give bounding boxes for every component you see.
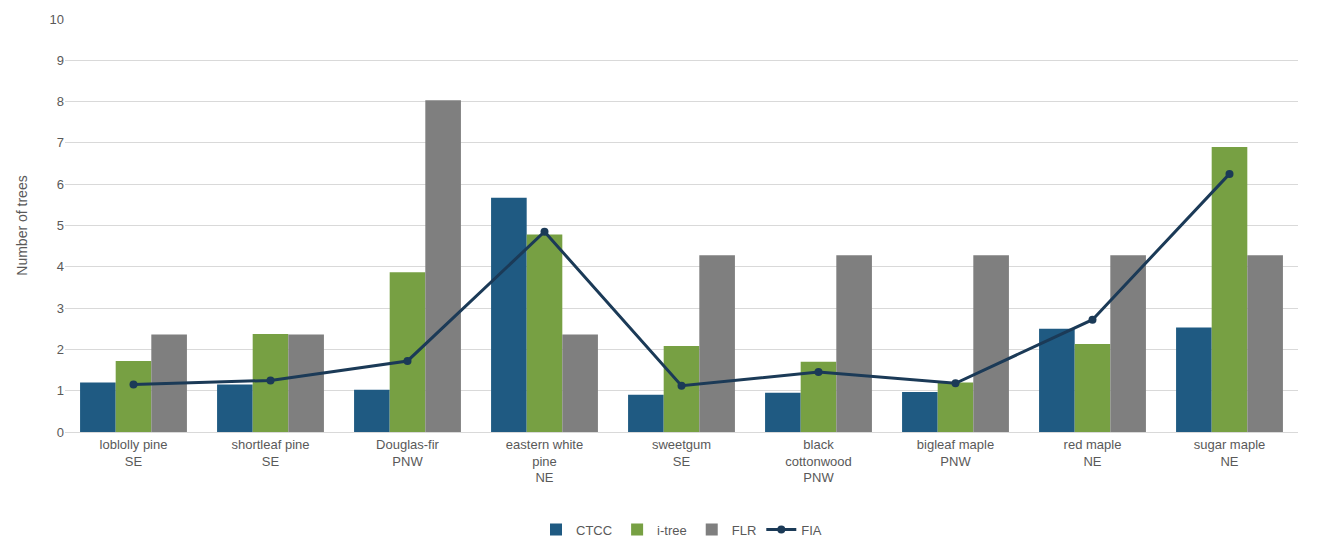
svg-text:1: 1 (57, 383, 64, 398)
svg-text:4: 4 (57, 259, 64, 274)
svg-text:red mapleNE: red mapleNE (1064, 437, 1122, 469)
svg-text:3: 3 (57, 301, 64, 316)
svg-text:8: 8 (57, 94, 64, 109)
svg-text:Douglas-firPNW: Douglas-firPNW (376, 437, 440, 469)
svg-text:sugar mapleNE: sugar mapleNE (1194, 437, 1266, 469)
svg-text:shortleaf pineSE: shortleaf pineSE (231, 437, 309, 469)
svg-text:FLR: FLR (732, 523, 757, 538)
svg-text:Number of trees: Number of trees (14, 175, 30, 275)
svg-text:sweetgumSE: sweetgumSE (652, 437, 711, 469)
svg-text:blackcottonwoodPNW: blackcottonwoodPNW (785, 437, 852, 486)
svg-text:FIA: FIA (801, 523, 822, 538)
svg-text:bigleaf maplePNW: bigleaf maplePNW (917, 437, 994, 469)
svg-text:6: 6 (57, 177, 64, 192)
svg-text:loblolly pineSE: loblolly pineSE (100, 437, 168, 469)
svg-text:2: 2 (57, 342, 64, 357)
svg-text:9: 9 (57, 53, 64, 68)
svg-text:5: 5 (57, 218, 64, 233)
svg-text:0: 0 (57, 425, 64, 440)
svg-text:i-tree: i-tree (657, 523, 687, 538)
svg-text:CTCC: CTCC (576, 523, 612, 538)
svg-text:10: 10 (50, 12, 64, 27)
svg-text:eastern whitepineNE: eastern whitepineNE (506, 437, 583, 486)
svg-text:7: 7 (57, 135, 64, 150)
